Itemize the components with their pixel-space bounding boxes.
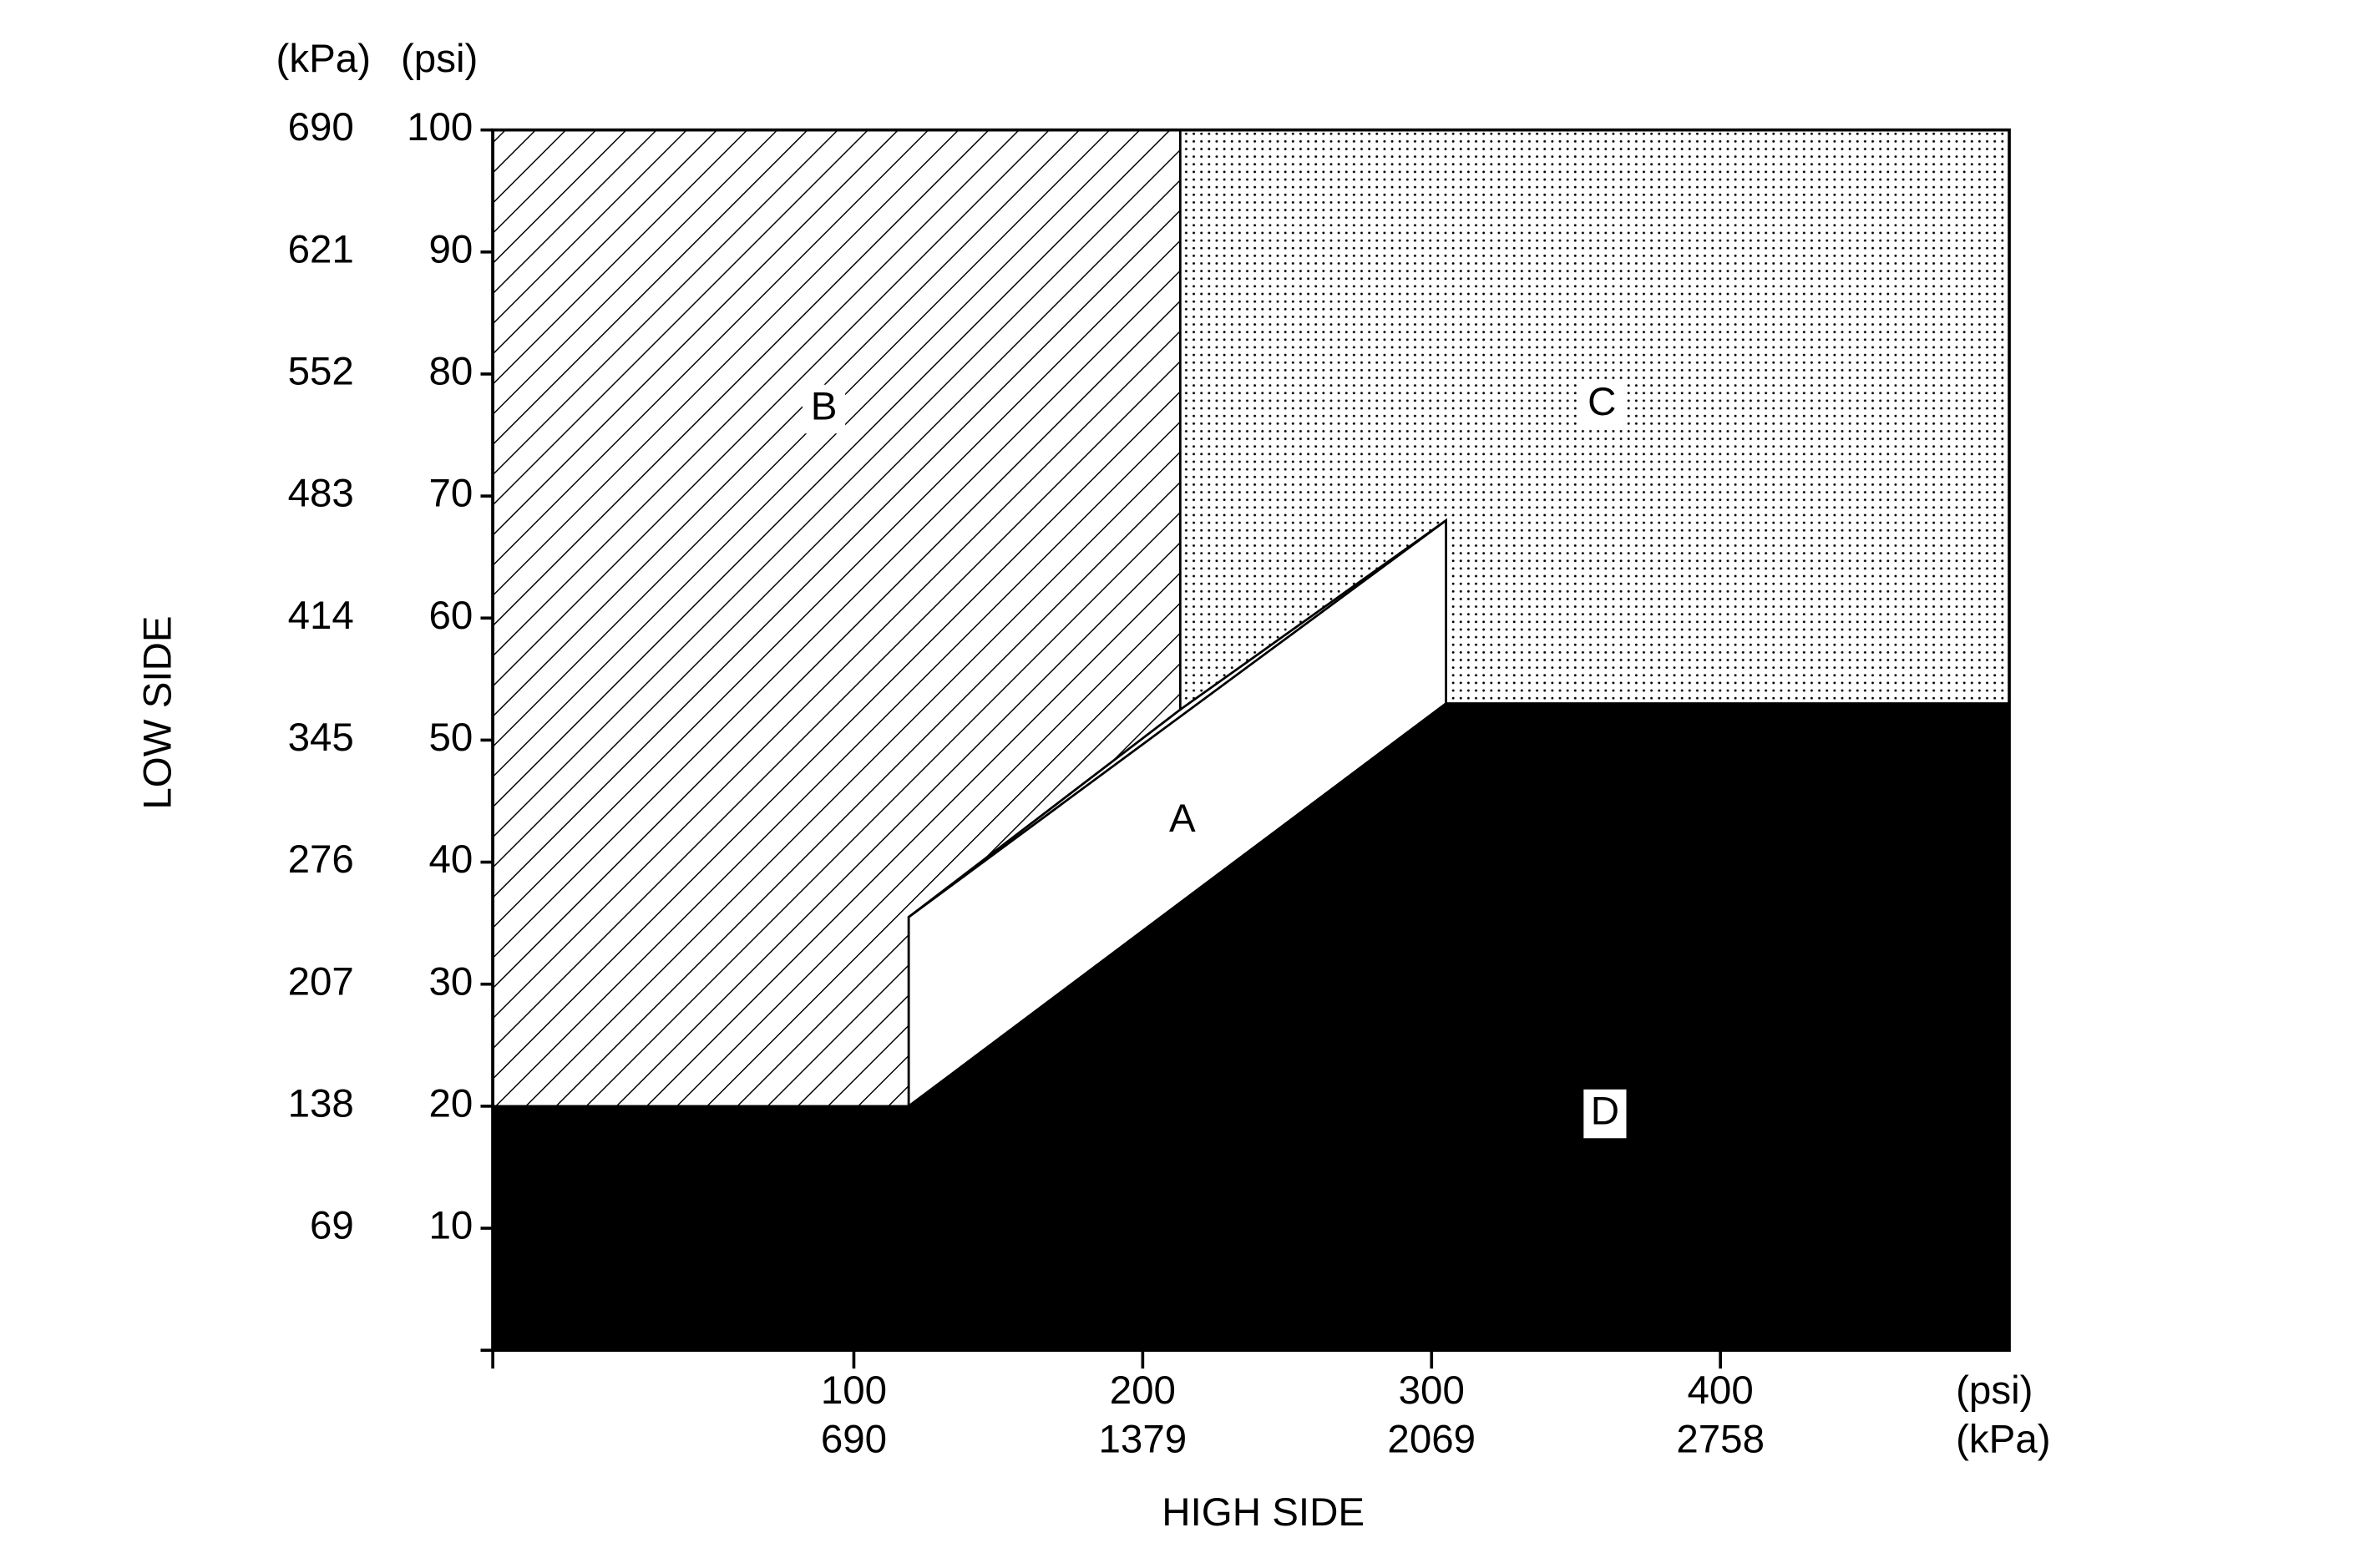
y-tick-label: 60 (429, 594, 473, 638)
x-tick-label: 200 (1110, 1368, 1176, 1413)
x-tick-label: 100 (821, 1368, 887, 1413)
x-unit-secondary: (kPa) (1956, 1417, 2051, 1461)
y-axis-title: LOW SIDE (135, 615, 180, 809)
y-tick-label-secondary: 414 (288, 594, 354, 638)
x-tick-label-secondary: 1379 (1099, 1417, 1187, 1461)
region-label-bg (802, 384, 846, 434)
y-tick-label-secondary: 552 (288, 349, 354, 393)
y-tick-label-secondary: 483 (288, 472, 354, 516)
y-unit-primary: (psi) (401, 37, 478, 81)
x-tick-label: 300 (1399, 1368, 1465, 1413)
y-tick-label-secondary: 345 (288, 716, 354, 760)
x-unit-primary: (psi) (1956, 1368, 2033, 1413)
x-tick-label: 400 (1688, 1368, 1754, 1413)
x-tick-label-secondary: 2069 (1387, 1417, 1476, 1461)
y-tick-label: 30 (429, 959, 473, 1004)
y-tick-label: 90 (429, 227, 473, 271)
y-tick-label: 100 (407, 105, 473, 149)
region-label: D (1591, 1090, 1619, 1134)
y-tick-label-secondary: 621 (288, 227, 354, 271)
y-tick-label: 40 (429, 837, 473, 882)
y-tick-label-secondary: 69 (310, 1204, 354, 1248)
y-tick-label: 50 (429, 716, 473, 760)
region-label: B (811, 385, 838, 429)
y-tick-label-secondary: 207 (288, 959, 354, 1004)
x-tick-label-secondary: 690 (821, 1417, 887, 1461)
y-tick-label: 10 (429, 1204, 473, 1248)
y-tick-label-secondary: 276 (288, 837, 354, 882)
region-label: A (1169, 797, 1196, 841)
y-tick-label-secondary: 138 (288, 1081, 354, 1126)
y-unit-secondary: (kPa) (276, 37, 371, 81)
y-tick-label: 20 (429, 1081, 473, 1126)
y-tick-label: 70 (429, 472, 473, 516)
region-label-bg (1583, 1089, 1627, 1139)
y-tick-label: 80 (429, 349, 473, 393)
region-label: C (1588, 380, 1616, 424)
x-axis-title: HIGH SIDE (1162, 1490, 1365, 1535)
y-tick-label-secondary: 690 (288, 105, 354, 149)
x-tick-label-secondary: 2758 (1676, 1417, 1765, 1461)
region-label-bg (1580, 380, 1623, 429)
